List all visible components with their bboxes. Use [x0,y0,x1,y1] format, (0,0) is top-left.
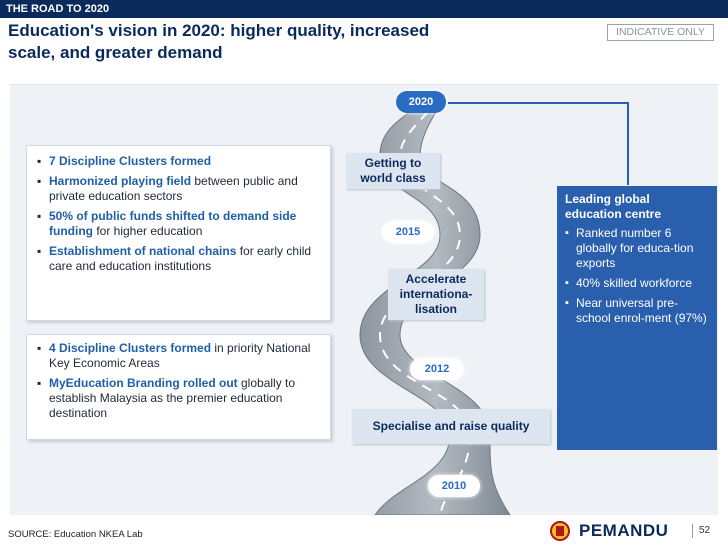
stage-internationalisation: Accelerate internationa-lisation [388,269,484,320]
milestones-2015-box: 7 Discipline Clusters formed Harmonized … [26,145,331,321]
title-line-2: scale, and greater demand [8,43,223,62]
year-2010-marker: 2010 [428,475,480,497]
list-item: Ranked number 6 globally for educa-tion … [565,226,709,271]
list-item: 40% skilled workforce [565,276,709,291]
goal-list: Ranked number 6 globally for educa-tion … [557,226,717,326]
arrow-connector-icon [448,102,629,185]
page-title: Education's vision in 2020: higher quali… [8,20,478,64]
indicative-badge: INDICATIVE ONLY [607,24,714,41]
list-item: Near universal pre-school enrol-ment (97… [565,296,709,326]
goal-box: Leading global education centre Ranked n… [557,186,717,450]
title-line-1: Education's vision in 2020: higher quali… [8,21,430,40]
goal-title: Leading global education centre [565,192,662,221]
logo-text: PEMANDU [579,521,669,540]
year-2020-marker: 2020 [396,91,446,113]
crest-icon [550,521,570,541]
pemandu-logo: PEMANDU [545,520,685,542]
list-item: Establishment of national chains for ear… [35,244,320,274]
milestones-2012-box: 4 Discipline Clusters formed in priority… [26,334,331,440]
list-item: MyEducation Branding rolled out globally… [35,376,320,421]
milestones-2015-list: 7 Discipline Clusters formed Harmonized … [27,146,330,274]
year-2015-marker: 2015 [382,221,434,243]
page-number: 52 [692,524,710,538]
stage-world-class: Getting to world class [346,153,440,189]
source-note: SOURCE: Education NKEA Lab [8,529,143,540]
list-item: 4 Discipline Clusters formed in priority… [35,341,320,371]
list-item: 50% of public funds shifted to demand si… [35,209,320,239]
section-header: THE ROAD TO 2020 [0,0,728,18]
stage-specialise: Specialise and raise quality [352,409,550,444]
list-item: Harmonized playing field between public … [35,174,320,204]
year-2012-marker: 2012 [410,358,464,380]
milestones-2012-list: 4 Discipline Clusters formed in priority… [27,335,330,421]
list-item: 7 Discipline Clusters formed [35,154,320,169]
